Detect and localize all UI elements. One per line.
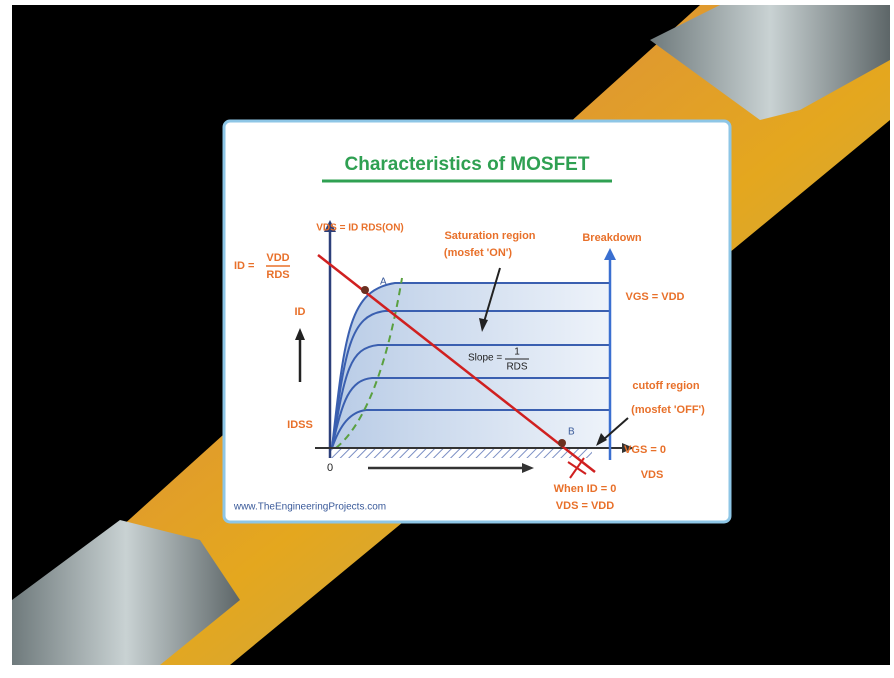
arrowhead [596,433,607,446]
label: When ID = 0 [554,483,617,495]
label: ID [295,306,306,318]
label: 0 [327,462,333,474]
cable-sleeve [12,520,240,665]
label: Slope = [468,353,502,364]
cable-sleeve [650,5,890,120]
label: Saturation region [444,230,535,242]
label: VDS = VDD [556,500,614,512]
label: RDS [266,269,289,281]
cutoff-hatch [330,448,592,458]
arrowhead [295,328,305,340]
arrowhead [522,463,534,473]
label: VGS = VDD [626,291,685,303]
arrowhead [324,220,336,232]
title: Characteristics of MOSFET [345,154,590,175]
pinch-off-curve [335,277,403,449]
label: RDS [506,362,527,373]
footer: www.TheEngineeringProjects.com [233,502,386,513]
arrowhead [622,443,634,453]
arrow [602,417,629,441]
label: VGS = 0 [624,444,666,456]
point-a [361,286,369,294]
label: 1 [514,347,520,358]
curves [331,282,610,449]
label: A [380,277,387,288]
label: cutoff region [632,380,699,392]
label: VDS = ID RDS(ON) [316,223,404,234]
point-b [558,439,566,447]
label: (mosfet 'OFF') [631,404,705,416]
label: B [568,427,575,438]
label: VDS [641,469,664,481]
label: VDD [266,252,289,264]
cross [569,457,585,479]
label: ID = [234,260,254,272]
label: (mosfet 'ON') [444,247,513,259]
arrowhead [604,248,616,260]
arrow [483,267,501,323]
arrowhead [479,318,488,332]
shaded-region [333,283,610,448]
label: IDSS [287,419,313,431]
label: Breakdown [582,232,642,244]
